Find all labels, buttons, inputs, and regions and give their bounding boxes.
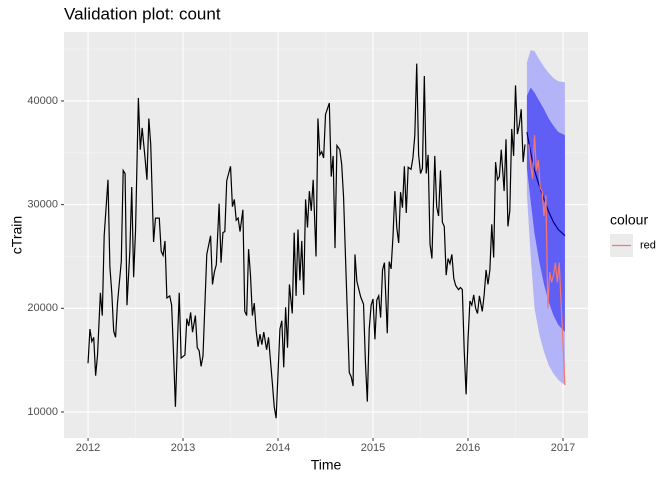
y-tick-label: 30000 (27, 199, 58, 211)
x-tick-label: 2014 (266, 442, 290, 454)
y-tick-label: 10000 (27, 406, 58, 418)
chart-title: Validation plot: count (64, 4, 221, 23)
y-axis-title: cTrain (9, 216, 25, 254)
x-tick-label: 2017 (551, 442, 575, 454)
observed-line (87, 63, 526, 419)
x-tick-label: 2012 (76, 442, 100, 454)
x-tick-label: 2013 (171, 442, 195, 454)
y-tick-label: 40000 (27, 95, 58, 107)
x-tick-label: 2015 (361, 442, 385, 454)
x-axis-title: Time (311, 457, 342, 473)
legend-title: colour (610, 212, 648, 228)
y-tick-label: 20000 (27, 302, 58, 314)
x-tick-label: 2016 (456, 442, 480, 454)
panel (64, 32, 588, 438)
series-line (528, 135, 566, 386)
forecast-mean (526, 131, 566, 237)
legend-label: red (640, 239, 656, 251)
